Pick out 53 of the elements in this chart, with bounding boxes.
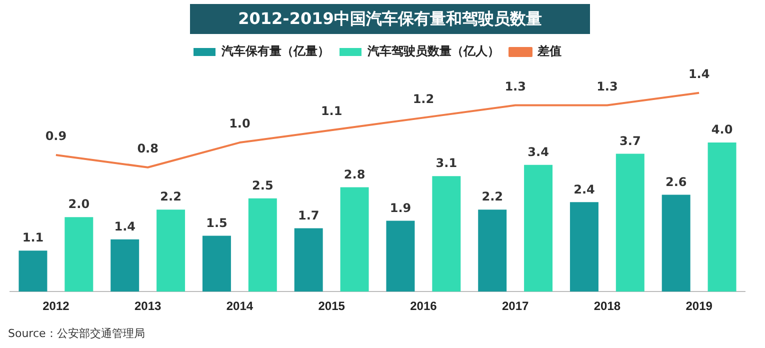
data-label: 2.6	[665, 174, 687, 189]
x-tick-label: 2019	[686, 299, 713, 314]
bar	[340, 187, 369, 292]
data-label: 1.0	[229, 116, 250, 131]
data-label: 1.3	[504, 79, 526, 94]
data-label: 0.9	[45, 129, 67, 144]
data-label: 2.0	[68, 197, 90, 212]
bar	[156, 210, 186, 292]
legend-label: 汽车驾驶员数量（亿人）	[366, 44, 500, 58]
data-label: 0.8	[137, 142, 158, 156]
data-label: 1.5	[206, 216, 228, 230]
data-label: 3.1	[436, 156, 458, 170]
legend-label: 汽车保有量（亿量）	[220, 44, 330, 58]
x-tick-label: 2016	[410, 299, 438, 314]
data-label: 1.3	[596, 79, 618, 94]
data-label: 1.4	[688, 66, 710, 81]
bar	[478, 210, 507, 292]
data-label: 1.7	[298, 208, 320, 222]
bar	[294, 228, 323, 292]
x-tick-label: 2013	[134, 299, 162, 314]
data-label: 1.1	[22, 230, 44, 245]
data-label: 2.8	[344, 167, 366, 182]
bar	[708, 142, 736, 292]
bar	[110, 239, 140, 292]
bar	[662, 194, 690, 292]
x-tick-label: 2015	[318, 299, 346, 314]
bar	[248, 198, 277, 292]
legend-label: 差值	[536, 44, 562, 58]
bar	[524, 164, 553, 292]
data-label: 1.4	[114, 220, 136, 234]
data-label: 1.1	[320, 104, 342, 118]
x-tick-label: 2018	[594, 299, 621, 314]
bar	[386, 220, 415, 292]
bar	[18, 250, 48, 292]
chart-title: 2012-2019中国汽车保有量和驾驶员数量	[190, 4, 590, 34]
bar	[570, 202, 598, 292]
bar	[432, 176, 461, 292]
data-label: 2.5	[252, 178, 274, 193]
bar	[64, 217, 94, 292]
x-tick-label: 2012	[42, 299, 70, 314]
x-tick-label: 2017	[502, 299, 529, 314]
data-label: 2.2	[482, 190, 503, 204]
data-label: 4.0	[711, 122, 733, 137]
data-label: 2.2	[160, 190, 182, 204]
bar	[202, 236, 231, 292]
data-label: 1.9	[390, 200, 412, 215]
data-label: 2.4	[574, 182, 595, 196]
x-tick-label: 2014	[226, 299, 254, 314]
data-label: 3.7	[620, 134, 641, 148]
data-label: 3.4	[528, 145, 549, 160]
data-label: 1.2	[412, 92, 434, 106]
source-note: Source：公安部交通管理局	[8, 326, 145, 341]
bar	[616, 154, 644, 292]
